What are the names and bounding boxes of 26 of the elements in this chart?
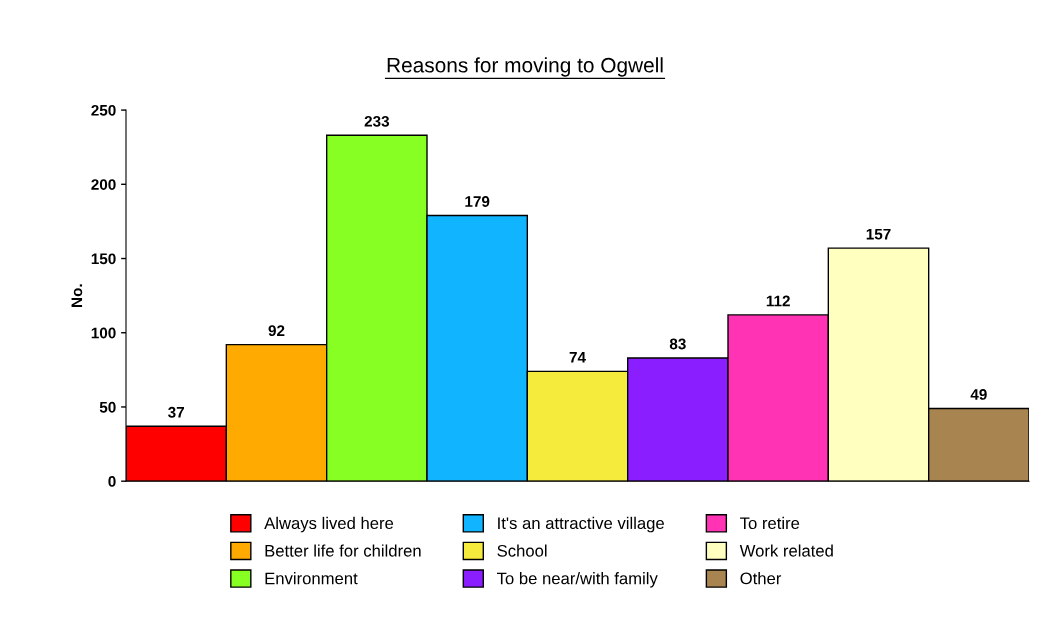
y-axis-title: No. [71, 284, 83, 307]
data-label: 92 [268, 325, 285, 337]
data-label: 233 [364, 115, 390, 127]
data-label: 112 [766, 295, 790, 307]
data-label: 179 [465, 196, 490, 207]
data-label: 83 [669, 338, 686, 350]
legend-label: It's an attractive village [498, 516, 664, 533]
legend-label: Environment [265, 572, 358, 585]
legend-label: To retire [740, 516, 800, 530]
y-tick-label: 50 [99, 401, 116, 413]
chart-title: Reasons for moving to Ogwell [387, 57, 663, 77]
data-label: 49 [970, 389, 987, 400]
y-tick-label: 150 [91, 253, 116, 265]
data-label: 74 [569, 352, 586, 363]
legend-label: Work related [739, 544, 833, 557]
y-tick-label: 0 [108, 476, 116, 487]
legend-label: Better life for children [265, 544, 421, 557]
data-label: 157 [866, 228, 891, 240]
legend-label: Always lived here [264, 516, 394, 533]
data-label: 37 [168, 406, 184, 418]
y-tick-label: 200 [91, 179, 116, 190]
legend-label: School [497, 544, 547, 557]
y-tick-label: 250 [91, 104, 116, 116]
legend-label: Other [740, 572, 782, 585]
y-tick-label: 100 [91, 327, 116, 339]
legend-label: To be near/with family [497, 572, 658, 588]
